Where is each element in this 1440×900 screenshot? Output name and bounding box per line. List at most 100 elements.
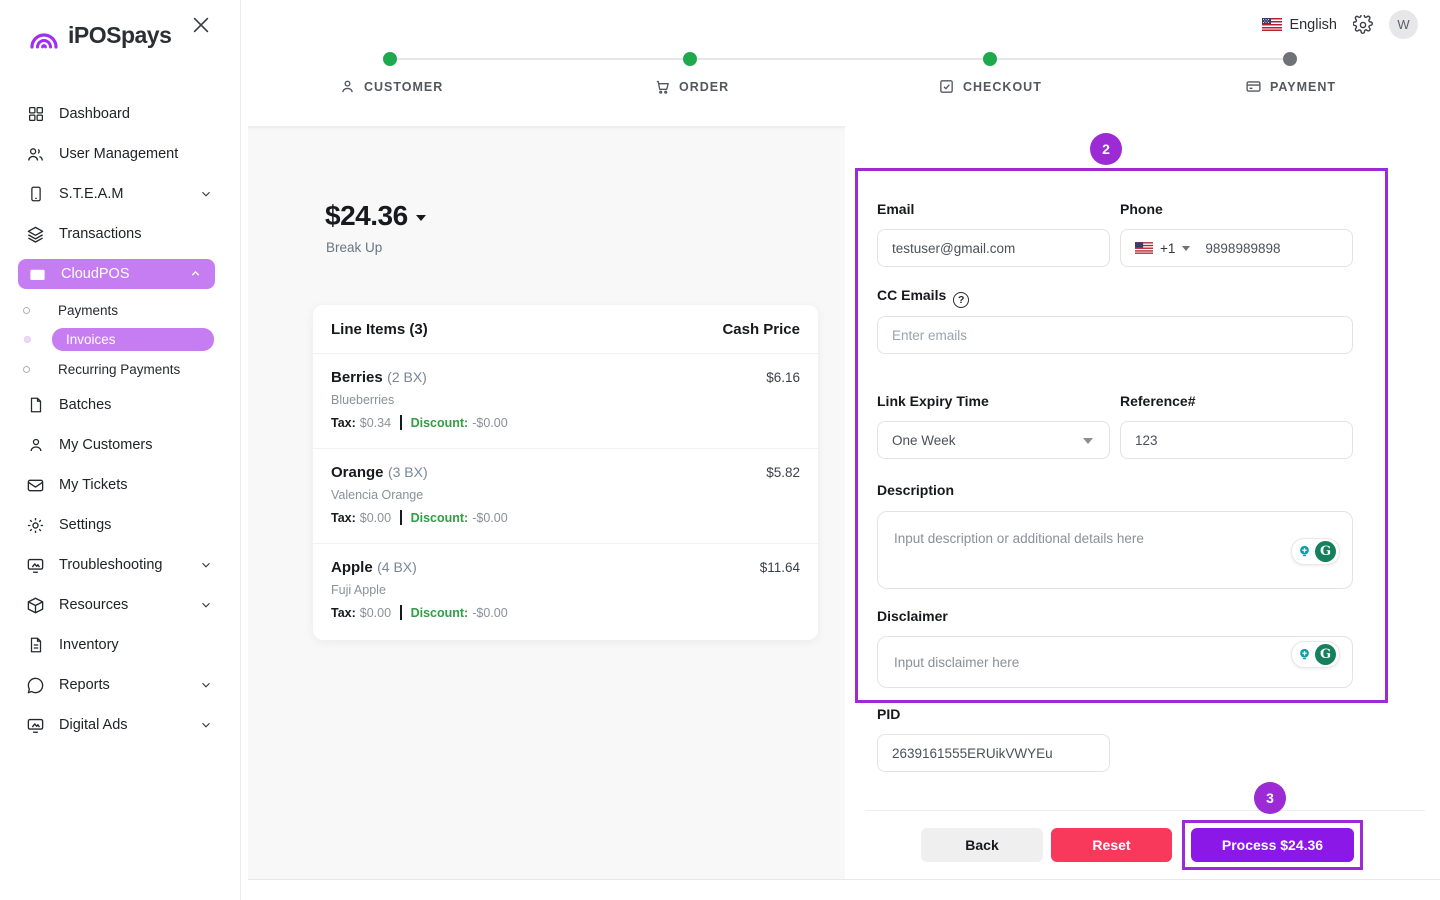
item-price: $6.16 [766, 370, 800, 385]
sidebar-item-my-customers[interactable]: My Customers [0, 425, 241, 465]
annotation-marker-2: 2 [1090, 133, 1122, 165]
discount-value: -$0.00 [472, 510, 508, 525]
divider [400, 415, 402, 430]
avatar[interactable]: W [1389, 10, 1418, 39]
cart-icon [654, 78, 671, 95]
file-icon [26, 396, 45, 415]
chevron-down-icon [199, 187, 213, 201]
step-customer[interactable]: CUSTOMER [339, 78, 443, 95]
sidebar-item-user-management[interactable]: User Management [0, 134, 241, 174]
sidebar-item-label: User Management [59, 146, 179, 162]
reset-button[interactable]: Reset [1051, 828, 1172, 862]
sidebar-item-resources[interactable]: Resources [0, 585, 241, 625]
caret-down-icon [1182, 246, 1191, 251]
step-dot-customer [383, 52, 397, 66]
step-checkout[interactable]: CHECKOUT [938, 78, 1042, 95]
sidebar-item-batches[interactable]: Batches [0, 385, 241, 425]
phone-field[interactable]: +1 9898989898 [1120, 229, 1353, 267]
tax-label: Tax: [331, 605, 356, 620]
gear-icon [26, 516, 45, 535]
step-dot-order [683, 52, 697, 66]
stepper-line-2 [697, 58, 983, 60]
step-dot-payment [1283, 52, 1297, 66]
sidebar-item-label: My Tickets [59, 477, 128, 493]
sidebar-item-label: Transactions [59, 226, 142, 242]
link-expiry-label: Link Expiry Time [877, 393, 989, 409]
chevron-down-icon [199, 718, 213, 732]
sidebar-item-label: Payments [58, 302, 119, 318]
country-code[interactable]: +1 [1160, 240, 1176, 256]
description-placeholder: Input description or additional details … [894, 531, 1144, 546]
mail-icon [26, 476, 45, 495]
item-name: Orange [331, 464, 384, 481]
cc-emails-field[interactable] [877, 316, 1353, 354]
sidebar-item-steam[interactable]: S.T.E.A.M [0, 174, 241, 214]
item-desc: Fuji Apple [331, 583, 386, 597]
item-tax-line: Tax: $0.00 Discount: -$0.00 [331, 510, 800, 525]
chevron-up-icon [189, 267, 203, 281]
sidebar-item-settings[interactable]: Settings [0, 505, 241, 545]
sidebar-item-transactions[interactable]: Transactions [0, 214, 241, 254]
dashboard-icon [26, 105, 45, 124]
sidebar-item-label: Reports [59, 677, 110, 693]
email-label: Email [877, 201, 915, 217]
email-field[interactable] [877, 229, 1110, 267]
language-selector[interactable]: English [1262, 17, 1337, 33]
grammarly-widget[interactable]: G [1291, 641, 1340, 668]
grammarly-icon: G [1315, 644, 1336, 665]
line-items-title: Line Items (3) [331, 320, 428, 338]
sidebar-item-invoices[interactable]: Invoices [24, 328, 214, 351]
settings-gear-icon[interactable] [1352, 12, 1373, 35]
step-label-text: CUSTOMER [364, 79, 444, 94]
phone-number: 9898989898 [1205, 240, 1281, 256]
grammarly-widget[interactable]: G [1291, 538, 1340, 565]
step-payment[interactable]: PAYMENT [1245, 78, 1336, 95]
brand-logo: iPOSpays [28, 22, 172, 49]
sidebar-item-cloudpos[interactable]: CloudPOS [18, 259, 215, 289]
sidebar-item-recurring-payments[interactable]: Recurring Payments [0, 353, 241, 385]
total-amount: $24.36 [325, 200, 408, 231]
chevron-down-icon [199, 678, 213, 692]
sidebar-item-label: S.T.E.A.M [59, 186, 124, 202]
close-icon[interactable] [190, 14, 212, 36]
reference-field[interactable] [1120, 421, 1353, 459]
step-order[interactable]: ORDER [654, 78, 729, 95]
bullet-icon [23, 306, 30, 314]
sidebar-item-my-tickets[interactable]: My Tickets [0, 465, 241, 505]
item-tax-line: Tax: $0.34 Discount: -$0.00 [331, 415, 800, 430]
link-expiry-select[interactable]: One Week [877, 421, 1110, 459]
discount-label: Discount: [410, 510, 469, 525]
sidebar-item-dashboard[interactable]: Dashboard [0, 94, 241, 134]
item-qty: (2 BX) [387, 369, 427, 385]
amount-dropdown[interactable]: $24.36 [325, 200, 426, 232]
item-name: Apple [331, 559, 373, 576]
bullet-icon [24, 336, 31, 343]
sidebar-item-reports[interactable]: Reports [0, 665, 241, 705]
stepper-line-1 [397, 58, 683, 60]
sidebar-item-troubleshooting[interactable]: Troubleshooting [0, 545, 241, 585]
disclaimer-field[interactable]: Input disclaimer here G [877, 636, 1353, 688]
sidebar-item-label: Dashboard [59, 106, 130, 122]
sidebar-item-inventory[interactable]: Inventory [0, 625, 241, 665]
tax-label: Tax: [331, 415, 356, 430]
customer-icon [339, 78, 356, 95]
checkbox-icon [938, 78, 955, 95]
step-dot-checkout [983, 52, 997, 66]
divider [865, 810, 1425, 811]
sidebar-menu: Dashboard User Management S.T.E.A.M Tran… [0, 94, 241, 745]
pid-field[interactable] [877, 734, 1110, 772]
line-items-card: Line Items (3) Cash Price Berries (2 BX)… [313, 305, 818, 640]
sidebar-item-label: Settings [59, 517, 112, 533]
sidebar-item-payments[interactable]: Payments [0, 294, 241, 326]
item-qty: (4 BX) [377, 559, 417, 575]
process-button[interactable]: Process $24.36 [1191, 828, 1354, 862]
monitor-ads-icon [26, 716, 45, 735]
description-field[interactable]: Input description or additional details … [877, 511, 1353, 589]
back-button[interactable]: Back [921, 828, 1043, 862]
breakup-link[interactable]: Break Up [326, 240, 383, 255]
sidebar-item-digital-ads[interactable]: Digital Ads [0, 705, 241, 745]
brand-name: iPOSpays [68, 22, 172, 48]
help-icon[interactable]: ? [953, 292, 970, 308]
file-text-icon [26, 636, 45, 655]
step-label-text: PAYMENT [1270, 79, 1337, 94]
